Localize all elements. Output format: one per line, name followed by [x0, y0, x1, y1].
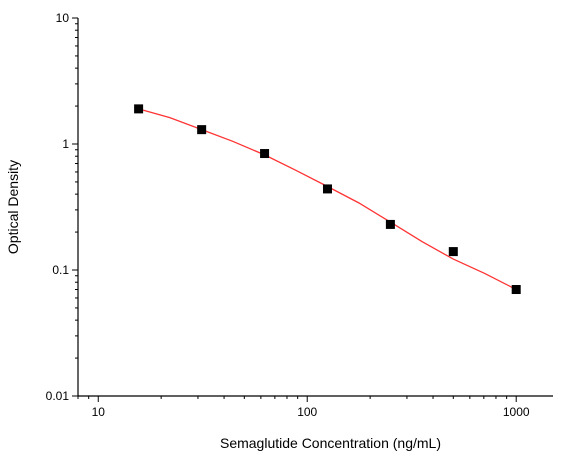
x-tick-label: 1000	[503, 405, 530, 419]
data-point	[385, 219, 395, 229]
x-tick-label: 10	[92, 405, 106, 419]
data-point	[511, 285, 521, 295]
data-point	[322, 184, 332, 194]
data-point	[260, 149, 270, 159]
fit-curve	[138, 108, 517, 291]
y-tick-label: 0.01	[46, 389, 70, 403]
data-point	[134, 104, 144, 114]
y-axis-title: Optical Density	[5, 160, 21, 254]
y-tick-label: 1	[62, 137, 69, 151]
y-tick-label: 0.1	[52, 263, 69, 277]
fit-curve-layer	[138, 108, 517, 291]
axes: 10 100 1000 0.01 0.1 1 10	[46, 11, 553, 419]
x-axis-title: Semaglutide Concentration (ng/mL)	[220, 435, 441, 451]
data-points-layer	[134, 104, 521, 295]
data-point	[448, 247, 458, 257]
x-tick-label: 100	[297, 405, 317, 419]
y-tick-label: 10	[56, 11, 70, 25]
data-point	[197, 125, 207, 135]
